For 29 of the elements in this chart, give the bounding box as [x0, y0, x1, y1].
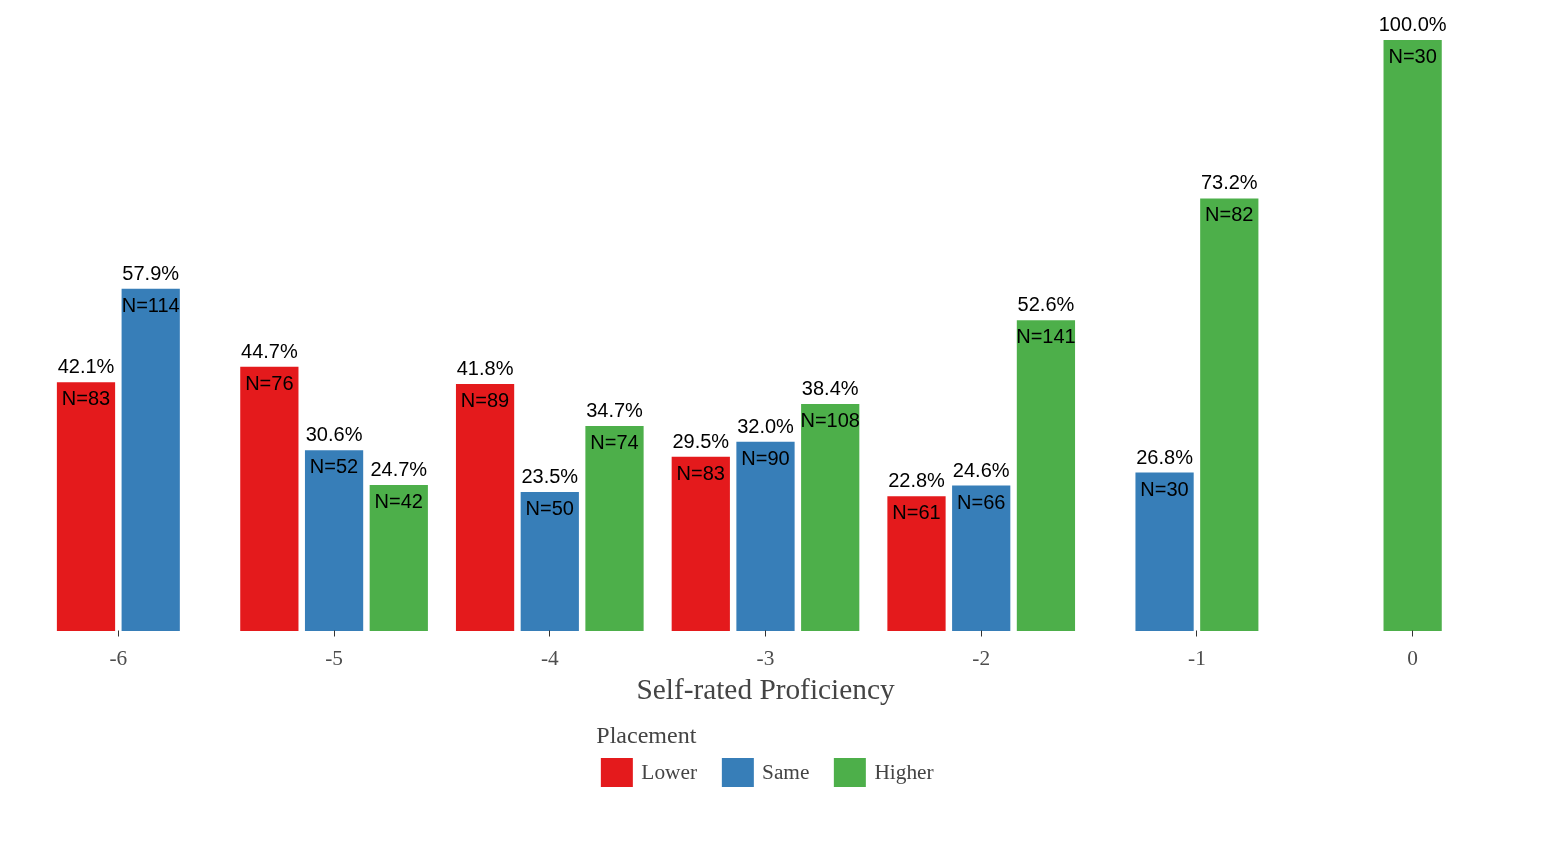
data-label: 52.6% N=141 — [1016, 293, 1076, 348]
data-label: 100.0% N=30 — [1378, 13, 1447, 67]
data-label: 38.4% N=108 — [800, 377, 860, 431]
data-label: 42.1% N=83 — [57, 355, 115, 410]
data-label: 30.6% N=52 — [305, 423, 363, 478]
x-tick-label: -4 — [540, 645, 559, 670]
x-tick-label: -6 — [109, 645, 128, 670]
x-tick-label: -2 — [972, 645, 991, 670]
legend-label: Lower — [641, 759, 698, 785]
x-tick-label: -5 — [325, 645, 343, 670]
data-label: 22.8% N=61 — [888, 469, 946, 524]
legend-title: Placement — [596, 722, 698, 749]
legend-label: Same — [762, 759, 810, 785]
x-tick-label: 0 — [1407, 645, 1418, 670]
data-label: 23.5% N=50 — [521, 465, 579, 520]
data-label: 29.5% N=83 — [672, 429, 730, 484]
x-axis-title: Self-rated Proficiency — [636, 672, 895, 705]
data-label: 41.8% N=89 — [456, 357, 514, 411]
data-label: 32.0% N=90 — [737, 414, 795, 469]
data-label: 57.9% N=114 — [121, 261, 180, 316]
data-label: 24.7% N=42 — [370, 458, 428, 512]
data-label: 73.2% N=82 — [1200, 171, 1258, 226]
x-tick-label: -1 — [1188, 645, 1206, 670]
data-label: 44.7% N=76 — [241, 339, 298, 394]
data-label: 34.7% N=74 — [586, 398, 644, 453]
data-label: 24.6% N=66 — [952, 458, 1010, 513]
legend-label: Higher — [874, 759, 934, 785]
x-tick-label: -3 — [756, 645, 775, 670]
data-label: 26.8% N=30 — [1136, 445, 1194, 500]
